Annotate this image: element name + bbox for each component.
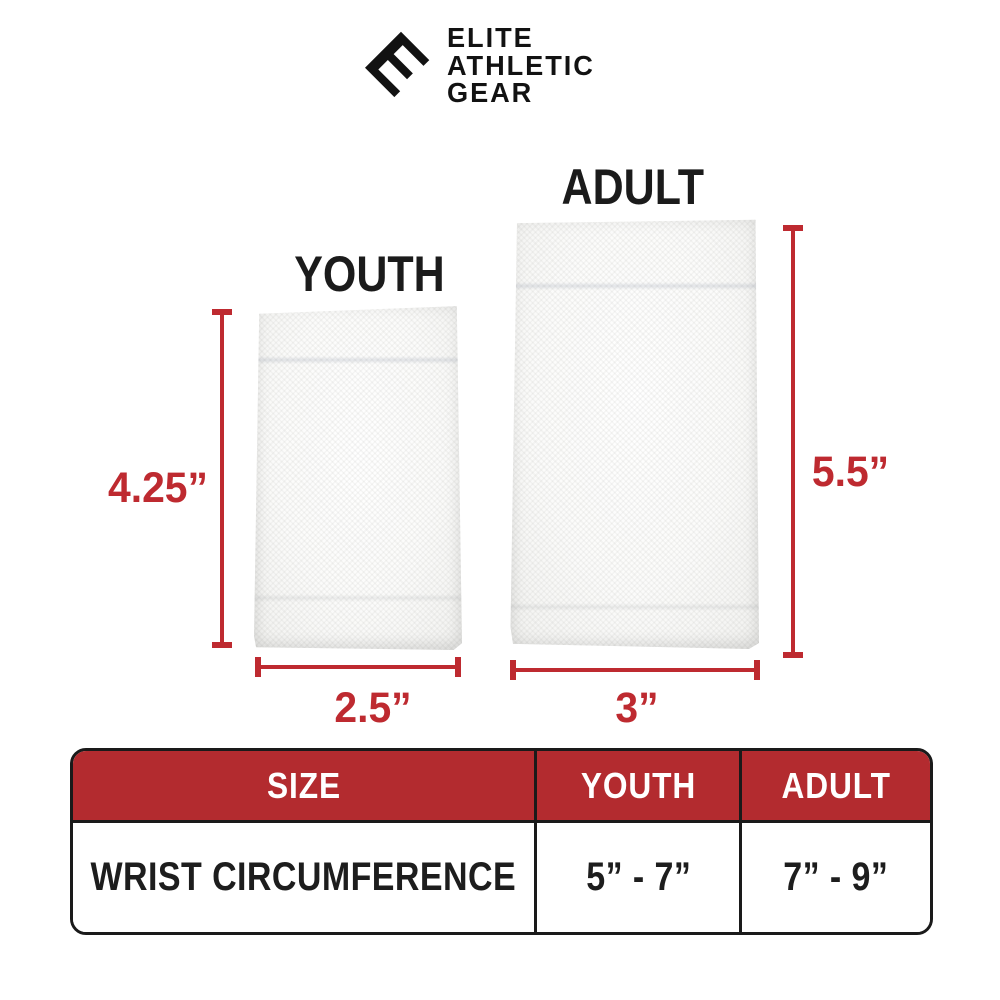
table-header-adult: ADULT <box>781 764 891 806</box>
table-cell-youth-value: 5” - 7” <box>537 823 743 932</box>
brand-logo-icon: E <box>350 16 445 111</box>
adult-height-measure-line <box>791 228 795 655</box>
brand-name-line-2: ATHLETIC <box>447 49 595 81</box>
size-table-data-row: WRIST CIRCUMFERENCE 5” - 7” 7” - 9” <box>73 823 930 932</box>
adult-width-measure-line <box>513 668 757 672</box>
table-cell-measure-label: WRIST CIRCUMFERENCE <box>73 823 538 932</box>
adult-width-value: 3” <box>615 684 659 732</box>
table-header-youth: YOUTH <box>537 751 743 820</box>
size-table: SIZE YOUTH ADULT WRIST CIRCUMFERENCE 5” … <box>70 748 933 935</box>
youth-height-measure-line <box>220 312 224 645</box>
youth-sleeve-bottom-seam <box>254 594 462 602</box>
youth-height-value: 4.25” <box>108 464 208 512</box>
brand-name-line-1: ELITE <box>447 22 534 53</box>
table-header-size: SIZE <box>73 751 538 820</box>
rotated-e-icon: E <box>350 16 445 111</box>
youth-sleeve-cuff-seam <box>254 356 462 364</box>
table-cell-adult-value: 7” - 9” <box>783 855 889 899</box>
adult-height-value: 5.5” <box>811 448 890 496</box>
adult-wrist-sleeve-image <box>510 219 759 649</box>
adult-sleeve-cuff-seam <box>510 282 759 290</box>
brand-name: ELITE ATHLETIC GEAR <box>447 24 595 107</box>
size-table-header-row: SIZE YOUTH ADULT <box>73 751 930 823</box>
youth-width-measure-line <box>258 665 458 669</box>
adult-product-label: ADULT <box>561 159 705 215</box>
youth-wrist-sleeve-image <box>254 306 462 650</box>
brand-name-line-3: GEAR <box>447 77 534 108</box>
youth-width-value: 2.5” <box>334 684 412 732</box>
adult-sleeve-bottom-seam <box>510 603 759 611</box>
youth-product-label: YOUTH <box>294 246 445 302</box>
